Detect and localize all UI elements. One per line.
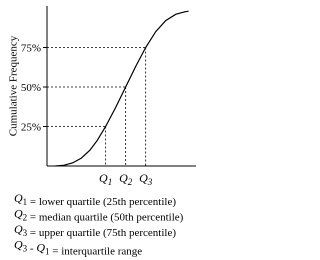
note-subscript: 3 — [23, 244, 28, 254]
note-text: = lower quartile (25th percentile) — [27, 196, 176, 208]
y-tick-label: 75% — [21, 43, 41, 55]
note: Q3 = upper quartile (75th percentile) — [14, 222, 176, 239]
note-symbol: Q — [14, 238, 23, 252]
note: Q1 = lower quartile (25th percentile) — [14, 191, 176, 208]
note-subscript: 1 — [23, 197, 28, 207]
quartile-subscript: 2 — [128, 177, 133, 187]
note-text: - — [27, 243, 36, 255]
quartile-label: Q3 — [139, 171, 153, 187]
quartile-subscript: 3 — [147, 177, 153, 187]
quartile-symbol: Q — [139, 171, 148, 185]
quartile-symbol: Q — [119, 171, 128, 185]
note-subscript: 3 — [23, 228, 28, 238]
note-symbol: Q — [36, 241, 45, 255]
note-subscript: 1 — [45, 247, 50, 257]
note-symbol: Q — [14, 222, 23, 236]
note-symbol: Q — [14, 191, 23, 205]
y-tick-label: 25% — [21, 122, 41, 134]
quartile-symbol: Q — [99, 171, 108, 185]
note-text: = upper quartile (75th percentile) — [27, 227, 176, 239]
quartile-label: Q2 — [119, 171, 133, 187]
ogive-curve — [55, 10, 189, 167]
note: Q3 - Q1 = interquartile range — [14, 238, 142, 258]
y-axis-label: Cumulative Frequency — [8, 35, 20, 136]
note-text: = interquartile range — [50, 246, 143, 258]
y-tick-label: 50% — [21, 82, 41, 94]
note-text: = median quartile (50th percentile) — [27, 212, 184, 224]
quartile-subscript: 1 — [108, 177, 113, 187]
note-subscript: 2 — [23, 213, 28, 223]
note: Q2 = median quartile (50th percentile) — [14, 207, 184, 224]
quartile-label: Q1 — [99, 171, 112, 187]
note-symbol: Q — [14, 207, 23, 221]
